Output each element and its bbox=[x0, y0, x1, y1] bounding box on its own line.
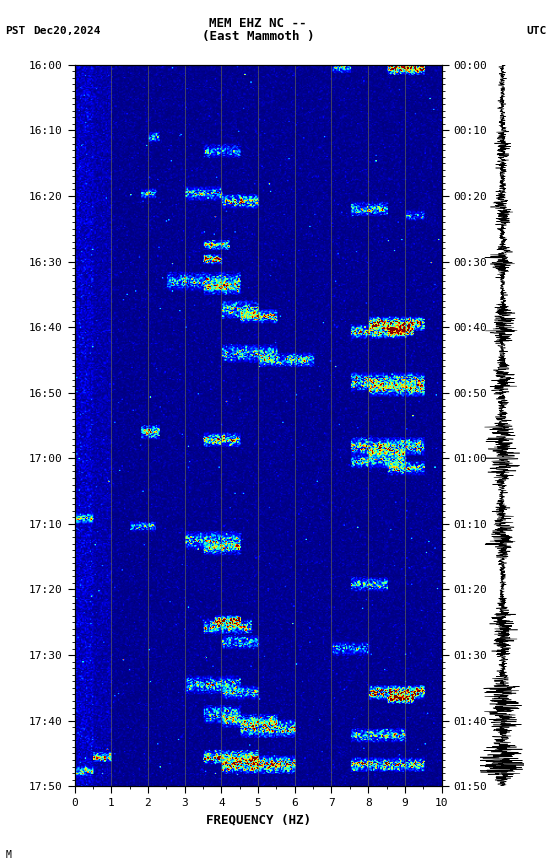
Text: M: M bbox=[6, 849, 12, 860]
Text: MEM EHZ NC --: MEM EHZ NC -- bbox=[209, 17, 307, 30]
Text: UTC: UTC bbox=[526, 26, 546, 36]
Text: PST: PST bbox=[6, 26, 26, 36]
Text: Dec20,2024: Dec20,2024 bbox=[33, 26, 100, 36]
X-axis label: FREQUENCY (HZ): FREQUENCY (HZ) bbox=[205, 814, 311, 827]
Text: (East Mammoth ): (East Mammoth ) bbox=[202, 30, 314, 43]
